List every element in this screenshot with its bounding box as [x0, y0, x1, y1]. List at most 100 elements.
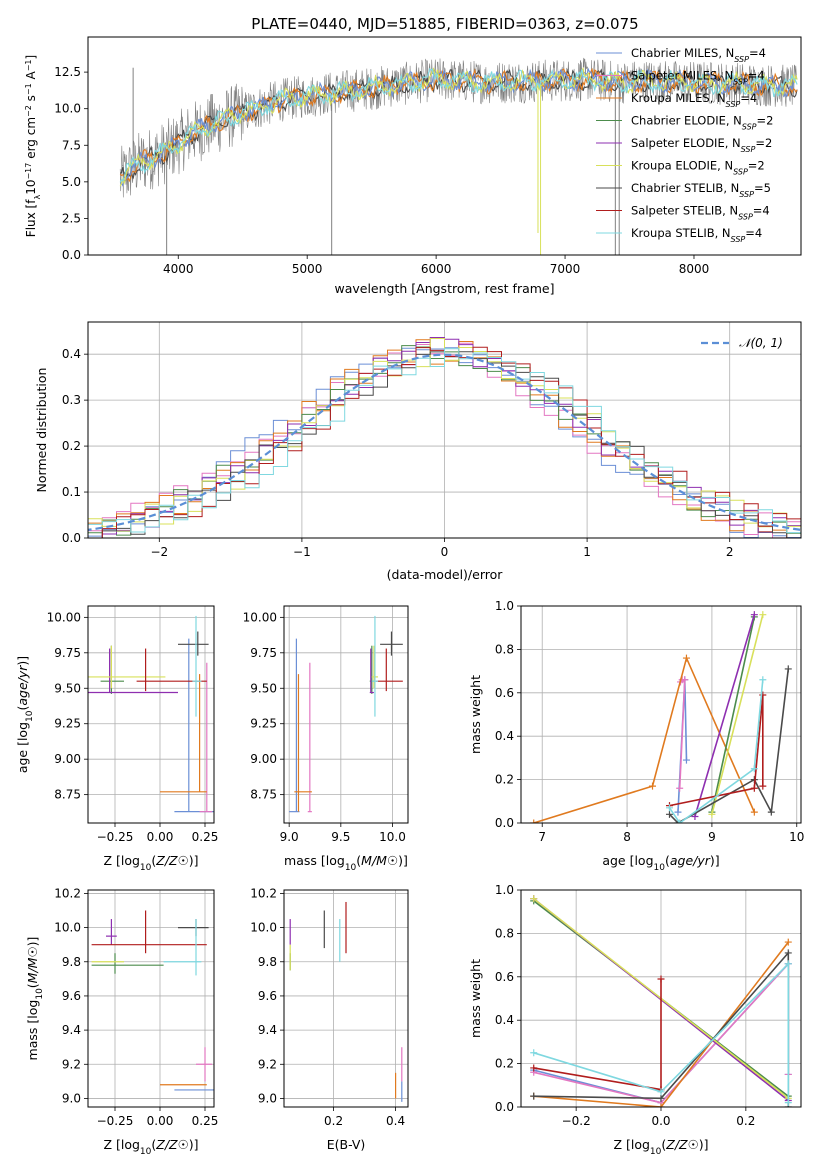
y-axis-label: mass [log10(M/M☉)]	[25, 937, 45, 1061]
x-tick-label: 9	[708, 830, 716, 844]
y-tick-label: 10.00	[243, 610, 277, 624]
weight-marker	[530, 1064, 538, 1072]
x-tick-label: 0.00	[147, 830, 174, 844]
y-tick-label: 10.0	[54, 102, 81, 116]
y-tick-label: 0.4	[62, 347, 81, 361]
weight-marker	[657, 1094, 665, 1102]
axes-frame	[283, 889, 409, 1108]
y-tick-label: 0.4	[495, 729, 514, 743]
weight-marker	[665, 810, 673, 818]
y-tick-label: 9.75	[250, 646, 277, 660]
weight-marker	[759, 782, 767, 790]
weight-marker	[682, 654, 690, 662]
plot-area-weight_vs_age	[530, 611, 792, 823]
plot-area-mass_vs_EBV	[289, 901, 403, 1102]
weight-line-c7	[669, 694, 764, 807]
x-tick-label: 0.2	[324, 1114, 343, 1128]
y-tick-label: 9.8	[258, 955, 277, 969]
y-tick-label: 0.2	[495, 1057, 514, 1071]
weight-line-c2	[533, 941, 789, 1107]
model-spectrum-c0	[119, 67, 798, 187]
plot-area-spectrum	[119, 57, 798, 255]
x-axis-label: age [log10(age/yr)]	[602, 853, 719, 873]
x-tick-label: 0.00	[147, 1114, 174, 1128]
axes-frame	[87, 36, 802, 256]
axes-spectrum: 4000 5000 6000 7000 8000 0.0 2.5 5.0 7.5 10.0 12.5…	[24, 36, 802, 296]
axes-frame	[87, 321, 802, 539]
y-tick-label: 9.2	[258, 1057, 277, 1071]
y-tick-label: 9.8	[62, 955, 81, 969]
y-tick-label: 0.0	[62, 248, 81, 262]
weight-marker	[750, 611, 758, 619]
legend-entry: Salpeter ELODIE, NSSP=2	[631, 136, 772, 154]
weight-marker	[759, 691, 767, 699]
axes-weight_vs_Z: −0.2 0.0 0.2 0.0 0.2 0.4 0.6 0.8 1.0 Z [log10(Z/Z…	[468, 883, 802, 1157]
y-axis-label: mass weight	[468, 959, 483, 1038]
y-tick-label: 8.75	[250, 788, 277, 802]
y-tick-label: 12.5	[54, 65, 81, 79]
x-tick-label: 7	[538, 830, 546, 844]
x-tick-label: 8	[623, 830, 631, 844]
x-tick-label: 6000	[421, 262, 452, 276]
y-tick-label: 0.6	[495, 970, 514, 984]
weight-marker	[750, 765, 758, 773]
weight-marker	[665, 804, 673, 812]
axes-age_vs_mass: 9.0 9.5 10.0 8.75 9.00 9.25 9.50 9.75 10.00 mass …	[243, 605, 409, 873]
weight-marker	[530, 895, 538, 903]
y-tick-label: 9.6	[62, 989, 81, 1003]
y-tick-label: 10.00	[47, 610, 81, 624]
weight-marker	[530, 1049, 538, 1057]
x-tick-label: 10	[789, 830, 804, 844]
y-tick-label: 9.50	[250, 681, 277, 695]
weight-marker	[784, 1099, 792, 1107]
x-tick-label: −0.25	[97, 1114, 134, 1128]
weight-marker	[750, 808, 758, 816]
y-tick-label: 0.2	[495, 773, 514, 787]
weight-marker	[649, 782, 657, 790]
axes-frame	[87, 889, 215, 1108]
y-tick-label: 9.6	[258, 989, 277, 1003]
x-axis-label: wavelength [Angstrom, rest frame]	[334, 281, 554, 296]
weight-line-c4	[694, 614, 756, 817]
x-tick-label: 4000	[163, 262, 194, 276]
y-tick-label: 1.0	[495, 599, 514, 613]
weight-marker	[759, 676, 767, 684]
x-tick-label: 0	[441, 545, 449, 559]
axes-weight_vs_age: 7 8 9 10 0.0 0.2 0.4 0.6 0.8 1.0 age [log10(age/yr…	[468, 599, 804, 873]
weight-marker	[750, 784, 758, 792]
weight-marker	[784, 949, 792, 957]
plot-area-age_vs_mass	[289, 615, 403, 813]
weight-marker	[678, 676, 686, 684]
legend-entry: Kroupa ELODIE, NSSP=2	[631, 159, 765, 177]
legend-entry: Chabrier STELIB, NSSP=5	[631, 181, 771, 199]
legend-entry: Salpeter STELIB, NSSP=4	[631, 204, 770, 222]
weight-line-c5	[711, 614, 764, 815]
weight-marker	[674, 808, 682, 816]
axes-mass_vs_Z: −0.25 0.00 0.25 9.0 9.2 9.4 9.6 9.8 10.0 10.2 Z [l…	[25, 886, 218, 1157]
x-tick-label: 9.5	[331, 830, 350, 844]
weight-marker	[682, 756, 690, 764]
y-axis-label: mass weight	[468, 675, 483, 754]
legend-entry: 𝒩(0, 1)	[739, 336, 783, 350]
weight-marker	[530, 1092, 538, 1100]
x-tick-label: −1	[293, 545, 311, 559]
x-axis-label: Z [log10(Z/Z☉)]	[613, 1137, 708, 1157]
y-tick-label: 0.8	[495, 926, 514, 940]
weight-marker	[657, 1088, 665, 1096]
y-tick-label: 0.2	[62, 439, 81, 453]
y-tick-label: 0.3	[62, 393, 81, 407]
plot-area-residuals	[88, 337, 801, 538]
plot-area-weight_vs_Z	[530, 895, 792, 1107]
axes-age_vs_Z: −0.25 0.00 0.25 8.75 9.00 9.25 9.50 9.75 10.00 Z …	[15, 605, 218, 873]
y-tick-label: 0.4	[495, 1013, 514, 1027]
y-tick-label: 10.0	[54, 921, 81, 935]
y-tick-label: 0.8	[495, 642, 514, 656]
y-tick-label: 9.25	[250, 717, 277, 731]
x-axis-label: Z [log10(Z/Z☉)]	[103, 853, 198, 873]
model-spectrum-c8	[119, 67, 798, 183]
y-axis-label: Flux [fλ10−17 erg cm−2 s−1 A−1]	[24, 55, 42, 237]
y-tick-label: 9.0	[258, 1091, 277, 1105]
y-tick-label: 1.0	[495, 883, 514, 897]
weight-line-c8	[533, 961, 790, 1103]
y-tick-label: 7.5	[62, 138, 81, 152]
